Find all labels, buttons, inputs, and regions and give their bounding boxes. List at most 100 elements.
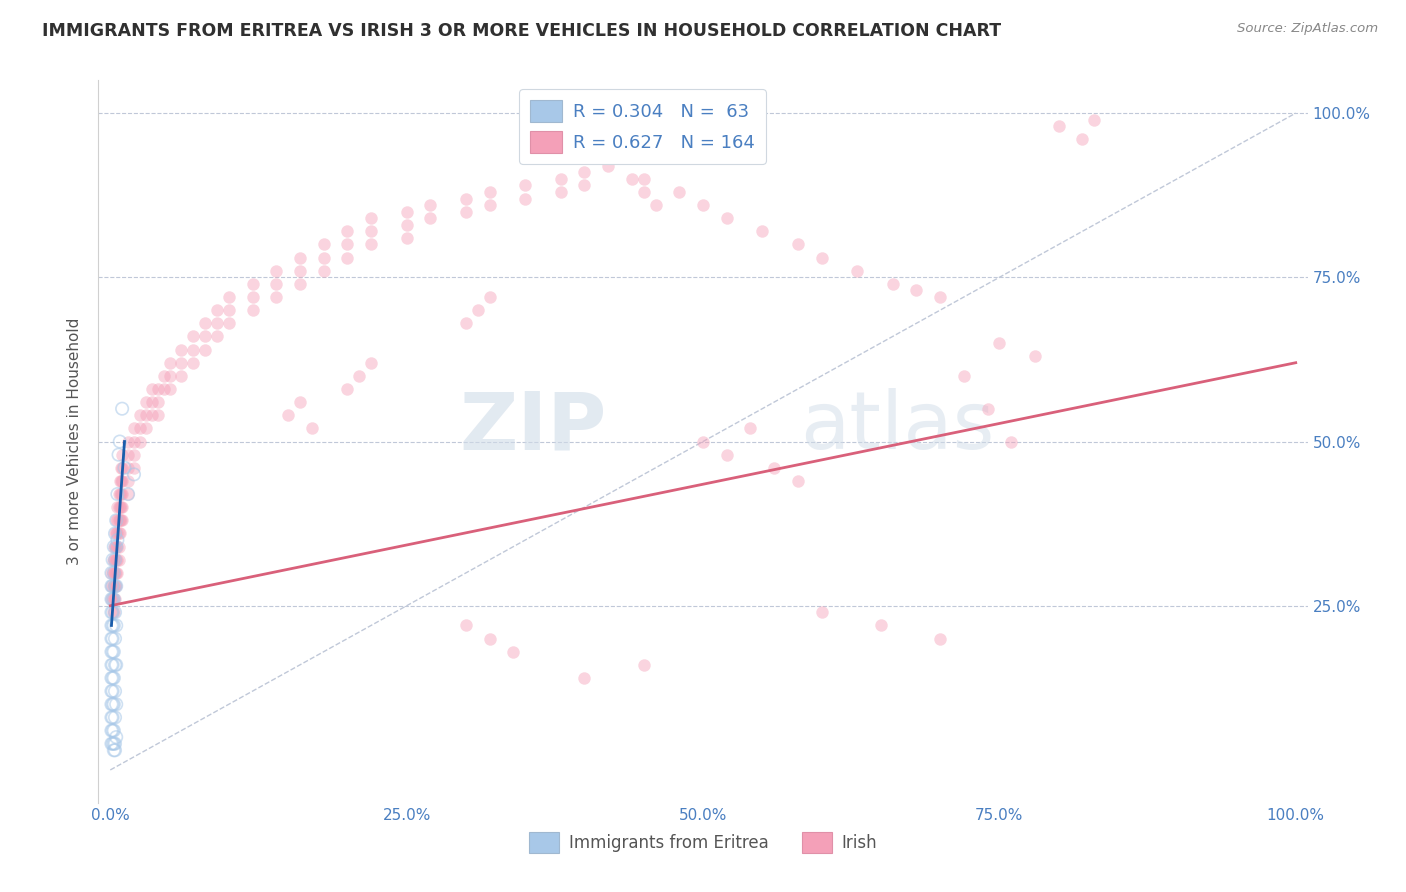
Point	[100, 592, 122, 607]
Point	[101, 684, 124, 698]
Point	[100, 605, 122, 619]
Point	[301, 421, 323, 435]
Point	[1024, 349, 1046, 363]
Point	[692, 198, 714, 212]
Text: Source: ZipAtlas.com: Source: ZipAtlas.com	[1237, 22, 1378, 36]
Point	[103, 592, 125, 607]
Point	[419, 198, 441, 212]
Point	[129, 434, 152, 449]
Point	[117, 448, 139, 462]
Point	[100, 579, 122, 593]
Point	[104, 743, 127, 757]
Point	[395, 204, 418, 219]
Point	[110, 500, 132, 515]
Point	[692, 434, 714, 449]
Point	[170, 368, 193, 383]
Point	[111, 460, 134, 475]
Point	[104, 710, 127, 724]
Point	[122, 460, 145, 475]
Point	[976, 401, 998, 416]
Point	[288, 277, 311, 291]
Point	[763, 460, 786, 475]
Legend: Immigrants from Eritrea, Irish: Immigrants from Eritrea, Irish	[522, 826, 884, 860]
Point	[105, 540, 128, 554]
Point	[159, 356, 181, 370]
Point	[105, 657, 128, 672]
Point	[454, 316, 477, 330]
Point	[141, 409, 163, 423]
Point	[135, 395, 157, 409]
Point	[104, 566, 127, 580]
Point	[347, 368, 370, 383]
Point	[100, 618, 122, 632]
Point	[929, 632, 952, 646]
Point	[108, 513, 131, 527]
Point	[104, 632, 127, 646]
Point	[129, 421, 152, 435]
Point	[101, 710, 124, 724]
Point	[101, 723, 124, 738]
Point	[107, 540, 129, 554]
Point	[100, 566, 122, 580]
Point	[574, 165, 596, 179]
Point	[633, 657, 655, 672]
Point	[107, 526, 129, 541]
Point	[103, 737, 125, 751]
Point	[103, 553, 125, 567]
Point	[264, 277, 287, 291]
Point	[101, 671, 124, 685]
Point	[103, 579, 125, 593]
Point	[107, 500, 129, 515]
Point	[105, 540, 128, 554]
Point	[786, 474, 808, 488]
Point	[117, 434, 139, 449]
Point	[104, 592, 127, 607]
Point	[117, 474, 139, 488]
Point	[205, 316, 228, 330]
Point	[114, 460, 136, 475]
Point	[882, 277, 904, 291]
Point	[159, 368, 181, 383]
Point	[101, 605, 124, 619]
Point	[454, 192, 477, 206]
Point	[103, 540, 125, 554]
Point	[111, 500, 134, 515]
Point	[550, 185, 572, 199]
Point	[105, 540, 128, 554]
Point	[101, 553, 124, 567]
Point	[101, 645, 124, 659]
Point	[100, 671, 122, 685]
Point	[105, 526, 128, 541]
Point	[111, 513, 134, 527]
Point	[100, 698, 122, 712]
Point	[101, 579, 124, 593]
Point	[159, 382, 181, 396]
Point	[929, 290, 952, 304]
Text: atlas: atlas	[800, 388, 994, 467]
Point	[100, 737, 122, 751]
Point	[122, 448, 145, 462]
Point	[869, 618, 891, 632]
Point	[100, 723, 122, 738]
Point	[104, 657, 127, 672]
Point	[101, 592, 124, 607]
Point	[103, 566, 125, 580]
Point	[111, 487, 134, 501]
Y-axis label: 3 or more Vehicles in Household: 3 or more Vehicles in Household	[67, 318, 83, 566]
Point	[104, 684, 127, 698]
Point	[988, 336, 1011, 351]
Point	[101, 737, 124, 751]
Point	[105, 513, 128, 527]
Point	[478, 632, 501, 646]
Point	[264, 290, 287, 304]
Point	[135, 421, 157, 435]
Point	[108, 487, 131, 501]
Point	[1047, 120, 1070, 134]
Point	[104, 526, 127, 541]
Point	[105, 513, 128, 527]
Point	[100, 645, 122, 659]
Text: ZIP: ZIP	[458, 388, 606, 467]
Point	[129, 409, 152, 423]
Point	[117, 460, 139, 475]
Point	[288, 264, 311, 278]
